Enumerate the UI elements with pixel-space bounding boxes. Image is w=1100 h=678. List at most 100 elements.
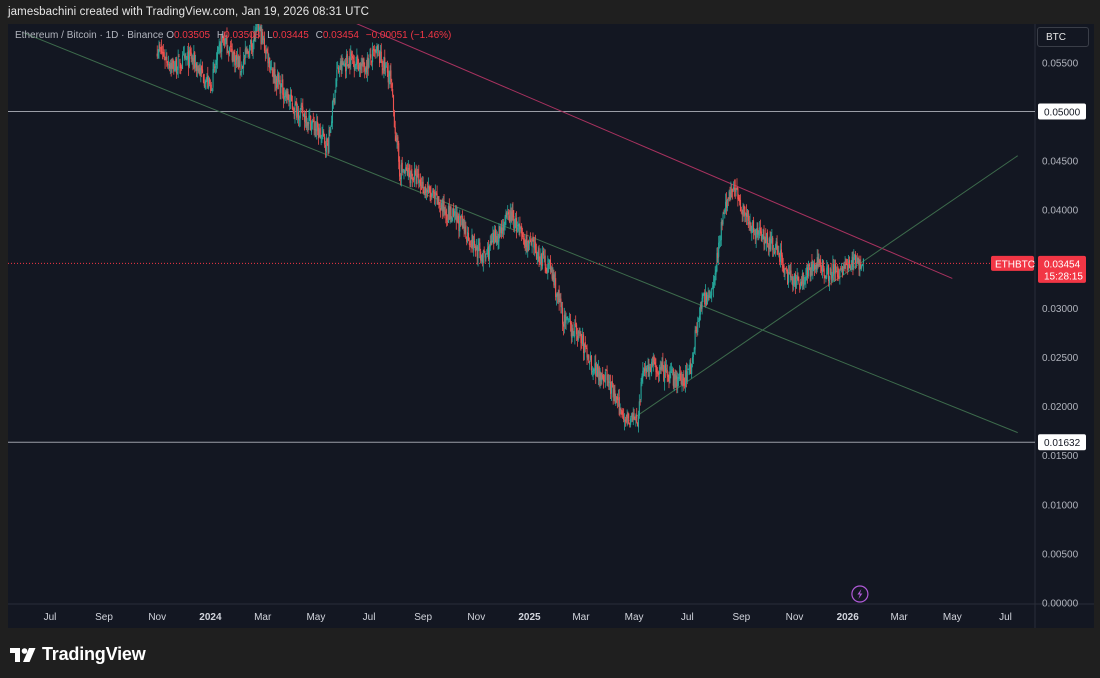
candle-body — [756, 228, 758, 235]
candle-body — [585, 345, 587, 348]
candle-body — [484, 253, 486, 258]
candle-body — [780, 249, 782, 257]
candle-body — [304, 113, 306, 122]
candle-body — [855, 262, 857, 265]
level-tag-text: 0.01632 — [1044, 438, 1081, 449]
x-tick-label: Jul — [44, 612, 57, 623]
x-tick-label: May — [625, 612, 644, 623]
candle-body — [673, 375, 675, 387]
candle-body — [611, 381, 613, 384]
candle-body — [717, 252, 719, 259]
candle-body — [714, 272, 716, 281]
candle-body — [415, 170, 417, 185]
candle-body — [161, 46, 163, 54]
candle-body — [380, 51, 382, 63]
candle-body — [671, 369, 674, 371]
candle-body — [624, 419, 626, 421]
candle-body — [326, 139, 328, 143]
candle-body — [481, 254, 483, 263]
candle-body — [197, 65, 199, 71]
candle-body — [478, 243, 480, 246]
candle-body — [264, 50, 266, 54]
candle-body — [438, 196, 440, 206]
x-tick-label: May — [943, 612, 962, 623]
candle-body — [797, 275, 799, 281]
candle-body — [226, 35, 228, 54]
candle-body — [800, 281, 802, 289]
candle-body — [430, 192, 432, 197]
candle-body — [384, 57, 386, 69]
candle-body — [610, 382, 612, 394]
candle-body — [258, 27, 260, 30]
candle-body — [160, 47, 162, 49]
candle-body — [618, 397, 620, 415]
candle-body — [645, 367, 647, 373]
candle-body — [636, 414, 638, 423]
candle-body — [640, 381, 642, 400]
candle-body — [433, 190, 435, 193]
candle-body — [292, 108, 294, 112]
candle-body — [404, 170, 406, 172]
candle-body — [817, 257, 819, 267]
candle-body — [641, 376, 643, 382]
candle-body — [385, 66, 388, 68]
candle-body — [327, 143, 329, 154]
candle-body — [222, 36, 224, 37]
candle-body — [582, 335, 584, 344]
candle-body — [580, 333, 582, 343]
candle-body — [271, 69, 273, 73]
candle-body — [276, 74, 279, 88]
candle-body — [497, 241, 499, 243]
candle-body — [328, 130, 330, 153]
candle-body — [274, 69, 276, 84]
candle-body — [573, 335, 575, 337]
price-chart[interactable]: 0.05500 0.04500 0.04000 0.03000 0.02500 0.020… — [8, 24, 1094, 628]
candle-body — [663, 366, 665, 381]
candle-body — [313, 120, 315, 131]
candle-body — [196, 66, 198, 71]
candle-body — [570, 322, 572, 337]
x-tick-label: Mar — [891, 612, 909, 623]
candle-body — [399, 159, 401, 177]
candle-body — [312, 120, 314, 122]
x-tick-label: Nov — [467, 612, 485, 623]
candle-body — [765, 236, 767, 244]
candle-body — [464, 226, 466, 233]
candle-body — [607, 381, 609, 383]
candle-body — [357, 56, 359, 64]
candle-body — [366, 57, 368, 75]
candle-body — [716, 253, 718, 272]
candle-body — [851, 256, 853, 266]
candle-body — [857, 257, 859, 263]
candle-body — [259, 27, 261, 30]
candle-body — [652, 358, 654, 366]
candle-body — [335, 79, 337, 89]
candle-body — [757, 227, 759, 235]
x-tick-label: 2026 — [837, 612, 860, 623]
candle-body — [249, 39, 252, 44]
candle-body — [578, 331, 580, 333]
candle-body — [738, 197, 740, 201]
tradingview-logo[interactable]: TradingView — [10, 644, 146, 665]
candle-body — [204, 85, 206, 88]
candle-body — [682, 378, 684, 380]
candle-body — [319, 128, 321, 139]
candle-body — [242, 59, 245, 69]
candle-body — [256, 24, 259, 25]
candle-body — [679, 373, 681, 375]
candle-body — [535, 251, 538, 260]
candle-body — [168, 64, 170, 69]
candle-body — [674, 373, 676, 381]
candle-body — [379, 50, 381, 63]
candle-body — [376, 46, 378, 51]
candle-body — [369, 54, 371, 58]
candle-body — [463, 218, 465, 231]
candle-body — [472, 236, 474, 250]
candle-body — [712, 283, 714, 289]
chart-area[interactable]: 0.05500 0.04500 0.04000 0.03000 0.02500 0.020… — [8, 24, 1094, 628]
candle-body — [208, 76, 210, 88]
candle-body — [402, 171, 404, 173]
currency-button[interactable]: BTC — [1037, 27, 1089, 47]
candle-body — [317, 127, 320, 138]
candle-body — [377, 45, 379, 51]
